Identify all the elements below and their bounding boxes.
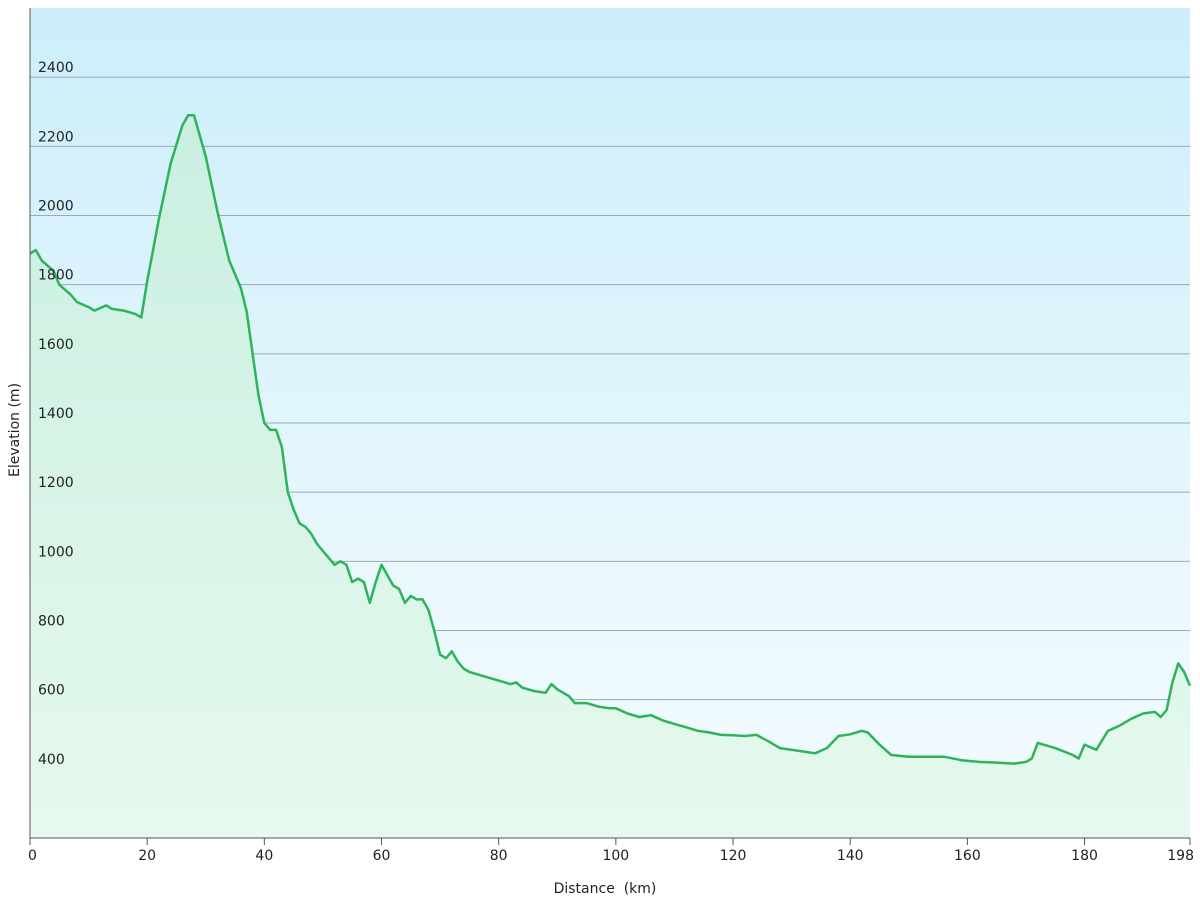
y-tick-label-600: 600 — [38, 683, 65, 699]
y-tick-label-2200: 2200 — [38, 129, 74, 145]
x-tick-label-40: 40 — [255, 848, 273, 864]
y-tick-label-1600: 1600 — [38, 337, 74, 353]
y-tick-label-2000: 2000 — [38, 199, 74, 215]
y-tick-label-800: 800 — [38, 614, 65, 630]
x-tick-label-20: 20 — [138, 848, 156, 864]
x-tick-label-160: 160 — [954, 848, 981, 864]
x-tick-label-120: 120 — [720, 848, 747, 864]
x-ticks: 0 20 40 60 80 100 120 140 160 180 198 — [28, 838, 1194, 864]
x-axis-title: Distance (km) — [554, 881, 657, 897]
x-tick-label-60: 60 — [373, 848, 391, 864]
x-tick-label-198: 198 — [1167, 848, 1194, 864]
y-tick-label-400: 400 — [38, 752, 65, 768]
x-tick-label-100: 100 — [602, 848, 629, 864]
x-tick-label-80: 80 — [490, 848, 508, 864]
y-axis-title: Elevation (m) — [7, 383, 23, 477]
x-tick-label-0: 0 — [28, 848, 37, 864]
y-tick-label-1400: 1400 — [38, 406, 74, 422]
y-tick-label-2400: 2400 — [38, 60, 74, 76]
y-tick-label-1200: 1200 — [38, 475, 74, 491]
x-tick-label-180: 180 — [1071, 848, 1098, 864]
y-tick-labels: 400 600 800 1000 1200 1400 1600 1800 2000 2200 240… — [38, 60, 74, 768]
y-tick-label-1000: 1000 — [38, 544, 74, 560]
y-tick-label-1800: 1800 — [38, 268, 74, 284]
elevation-line — [29, 113, 1192, 765]
x-tick-label-140: 140 — [837, 848, 864, 864]
elevation-area — [30, 115, 1190, 838]
